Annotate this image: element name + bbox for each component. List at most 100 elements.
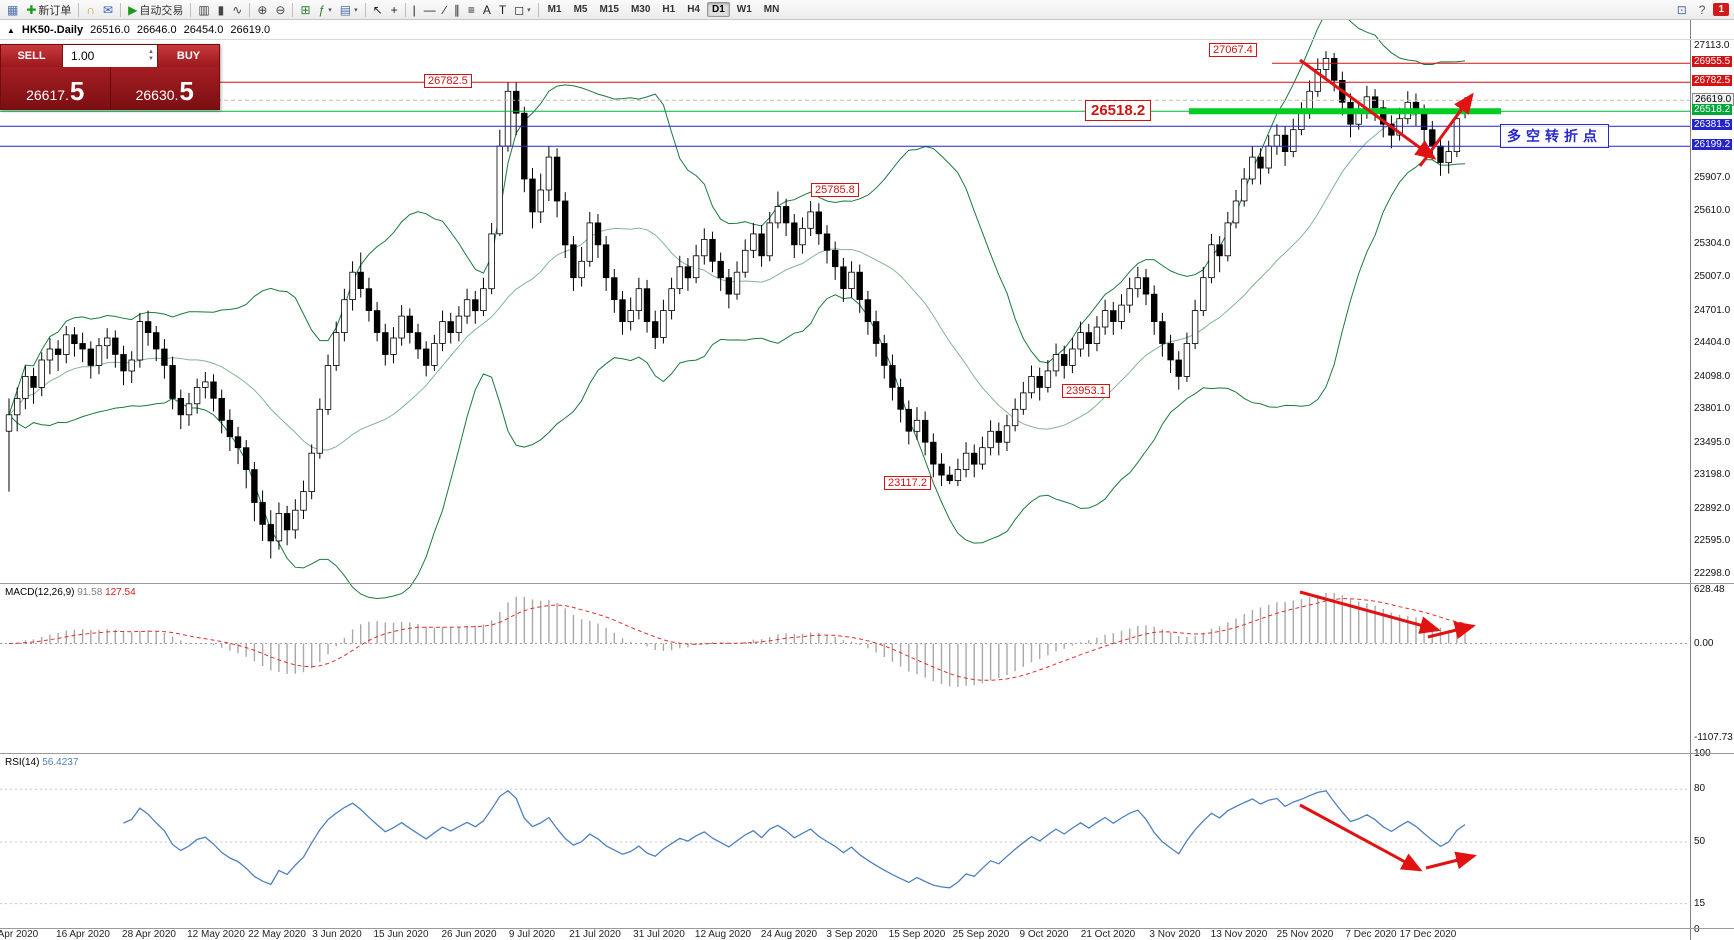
candlestick-type-button[interactable]: ▮ (214, 1, 229, 18)
buy-price[interactable]: 26630. 5 (111, 67, 220, 109)
alert-badge[interactable]: 1 (1713, 3, 1729, 16)
macd-label: MACD(12,26,9) 91.58 127.54 (5, 587, 136, 598)
price-tick: 24098.0 (1694, 370, 1731, 382)
mql5-hat-icon[interactable]: ∩ (82, 1, 99, 18)
toolbar-separator (537, 2, 539, 17)
timeframe-mn[interactable]: MN (759, 2, 785, 17)
price-level-label[interactable]: 23117.2 (884, 476, 931, 490)
price-level-tag: 26381.5 (1692, 119, 1733, 131)
price-tick: 25007.0 (1694, 270, 1731, 282)
date-tick: 25 Sep 2020 (952, 929, 1010, 940)
toolbar-separator (249, 2, 251, 17)
date-tick: 7 Dec 2020 (1345, 929, 1397, 940)
vertical-line-button[interactable]: | (409, 1, 420, 18)
fibonacci-button[interactable]: ≡ (464, 1, 479, 18)
label-button[interactable]: T (495, 1, 510, 18)
date-tick: 9 Jul 2020 (508, 929, 556, 940)
chevron-down-icon[interactable]: ▾ (354, 6, 358, 14)
date-tick: 21 Oct 2020 (1080, 929, 1136, 940)
channel-button[interactable]: ∥ (450, 1, 464, 18)
rsi-name: RSI(14) (5, 757, 40, 768)
price-level-label[interactable]: 26518.2 (1085, 100, 1152, 121)
buy-price-big-digit: 5 (179, 76, 194, 107)
price-tick: 23495.0 (1694, 436, 1731, 448)
date-tick: 3 Jun 2020 (312, 929, 362, 940)
turning-point-note[interactable]: 多空转折点 (1500, 124, 1609, 148)
toolbar-separator (364, 2, 366, 17)
price-level-tag: 26782.5 (1692, 75, 1733, 87)
shapes-button[interactable]: ◻ ▾ (510, 1, 534, 18)
chart-window-icon-glyph: ▦ (7, 2, 19, 17)
help-icon[interactable]: ? (1695, 1, 1710, 18)
timeframe-buttons: M1 M5 M15 M30 H1 H4 D1 W1 MN (542, 2, 786, 17)
timeframe-h1[interactable]: H1 (657, 2, 680, 17)
date-tick: 3 Nov 2020 (1149, 929, 1201, 940)
chevron-down-icon[interactable]: ▾ (527, 6, 531, 14)
line-chart-type-button[interactable]: ∿ (228, 1, 246, 18)
price-tick: 24701.0 (1694, 304, 1731, 316)
price-level-label[interactable]: 25785.8 (811, 183, 859, 197)
horizontal-line-button[interactable]: — (420, 1, 440, 18)
bar-chart-type-button[interactable]: ▥ (194, 1, 213, 18)
date-tick: 2 Apr 2020 (0, 929, 39, 940)
price-level-label[interactable]: 23953.1 (1062, 384, 1110, 398)
rsi-axis-tick: 50 (1694, 836, 1706, 847)
timeframe-w1[interactable]: W1 (732, 2, 757, 17)
mql5-hat-icon-glyph: ∩ (86, 2, 96, 17)
cursor-button[interactable]: ↖ (369, 1, 387, 18)
buy-price-main: 26630. (135, 86, 179, 103)
sell-price-main: 26617. (26, 86, 69, 103)
zoom-in-button[interactable]: ⊕ (253, 1, 271, 18)
zoom-out-button[interactable]: ⊖ (271, 1, 289, 18)
date-tick: 25 Nov 2020 (1276, 929, 1334, 940)
date-axis[interactable]: 2 Apr 2020 16 Apr 2020 28 Apr 2020 12 May 2… (0, 929, 1690, 940)
indicators-button[interactable]: ƒ ▾ (315, 1, 336, 18)
timeframe-m30[interactable]: M30 (626, 2, 655, 17)
buy-button[interactable]: BUY (157, 45, 219, 67)
candlestick-type-glyph: ▮ (217, 2, 225, 17)
volume-value: 1.00 (71, 49, 95, 63)
price-tick: 25907.0 (1694, 172, 1731, 184)
chart-window-icon[interactable]: ▦ (3, 1, 22, 18)
text-glyph: A (482, 2, 491, 17)
macd-main-value: 91.58 (77, 587, 103, 598)
templates-glyph: ▤ (339, 2, 352, 17)
templates-button[interactable]: ▤ ▾ (336, 1, 362, 18)
new-order-button[interactable]: ✚ 新订单 (22, 1, 75, 18)
price-level-label[interactable]: 26782.5 (424, 74, 472, 88)
chevron-down-icon[interactable]: ▾ (328, 6, 332, 14)
volume-up-icon[interactable]: ▲ (148, 49, 154, 56)
volume-stepper[interactable]: 1.00 ▲ ▼ (63, 45, 157, 67)
channel-glyph: ∥ (453, 2, 460, 17)
volume-down-icon[interactable]: ▼ (148, 56, 154, 62)
indicators-glyph: ƒ (318, 2, 326, 17)
price-axis[interactable]: 27113.0 25907.0 25610.0 25304.0 25007.0 24701… (1690, 20, 1734, 940)
timeframe-m5[interactable]: M5 (569, 2, 593, 17)
timeframe-m15[interactable]: M15 (594, 2, 623, 17)
rsi-value: 56.4237 (42, 757, 79, 768)
autotrading-button[interactable]: ▶ 自动交易 (124, 1, 187, 18)
rsi-panel-separator[interactable] (0, 753, 1734, 754)
sell-price[interactable]: 26617. 5 (1, 67, 110, 109)
trendline-button[interactable]: ∕ (440, 1, 450, 18)
timeframe-m1[interactable]: M1 (543, 2, 567, 17)
toolbar-separator (78, 2, 80, 17)
price-tick: 22298.0 (1694, 568, 1731, 580)
timeframe-d1[interactable]: D1 (706, 2, 730, 17)
date-tick: 21 Jul 2020 (569, 929, 621, 940)
tile-windows-glyph: ⊞ (300, 2, 311, 17)
date-tick: 26 Jun 2020 (441, 929, 497, 940)
horizontal-level-lines[interactable] (0, 62, 1690, 147)
macd-panel-separator[interactable] (0, 583, 1734, 584)
trend-arrows[interactable] (1299, 58, 1477, 872)
tile-windows-button[interactable]: ⊞ (296, 1, 314, 18)
ohlc-close: 26619.0 (230, 24, 271, 36)
sell-button[interactable]: SELL (1, 45, 63, 67)
layout-icon[interactable]: ⊡ (1673, 1, 1691, 18)
text-button[interactable]: A (479, 1, 495, 18)
timeframe-h4[interactable]: H4 (682, 2, 705, 17)
price-level-label[interactable]: 27067.4 (1209, 43, 1257, 57)
crosshair-button[interactable]: + (387, 1, 402, 18)
news-icon[interactable]: ✉ (99, 1, 117, 18)
